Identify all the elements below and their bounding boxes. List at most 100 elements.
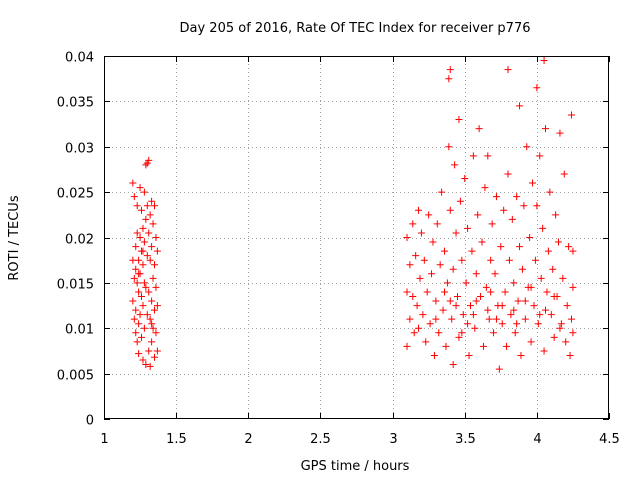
data-point [152,234,160,241]
data-point [417,229,425,237]
data-point [504,170,512,178]
data-point [464,320,472,328]
data-point [152,329,160,337]
data-point [136,184,144,192]
data-point [146,211,154,219]
axis-ticks [104,56,610,420]
data-point [498,320,506,328]
data-point [142,283,150,291]
data-point [140,324,148,332]
data-point [530,302,538,310]
data-point [459,311,467,319]
data-point [403,288,411,296]
data-point [135,270,143,278]
x-tick-label: 2 [244,432,252,447]
data-point [513,193,521,201]
data-point [135,256,143,264]
data-point [130,315,138,323]
data-point [474,211,482,219]
x-tick-label: 3.5 [455,432,476,447]
data-point [151,202,158,210]
data-point [566,351,574,359]
data-point [531,256,539,264]
data-point [148,243,156,251]
data-point [567,315,575,323]
data-point [432,297,440,305]
data-point [409,292,417,300]
data-point [133,279,141,287]
data-point [132,329,140,337]
data-point [135,350,143,358]
data-point [542,125,550,133]
data-point [536,311,544,319]
data-point [149,274,157,282]
data-point [436,261,444,269]
data-point [461,175,469,183]
data-points [129,57,577,373]
data-point [479,342,487,350]
data-point [138,206,146,214]
x-axis-title: GPS time / hours [301,459,410,474]
data-point [146,362,154,370]
data-point [143,252,151,260]
data-point [523,143,531,151]
y-tick-label: 0.015 [57,278,94,293]
data-point [426,320,434,328]
data-point [132,306,140,314]
data-point [425,211,433,219]
data-point [129,297,137,305]
data-point [497,243,505,251]
data-point [445,143,453,151]
data-point [555,238,562,246]
data-point [442,342,450,350]
data-point [456,197,464,205]
data-point [130,274,138,282]
data-point [556,324,564,332]
data-point [438,188,446,196]
data-point [569,283,577,291]
data-point [527,283,535,291]
data-point [482,283,490,291]
data-point [481,184,489,192]
data-point [153,347,161,355]
data-point [510,306,518,314]
data-point [546,188,554,196]
data-point [138,333,146,341]
data-point [136,311,144,319]
data-point [433,220,441,228]
data-point [477,292,485,300]
data-point [420,256,428,264]
data-point [454,292,461,300]
data-point [145,156,153,164]
data-point [514,297,522,305]
data-point [516,102,524,110]
data-point [484,306,492,314]
data-point [501,288,509,296]
data-point [536,152,544,160]
data-point [508,215,516,223]
data-point [556,129,564,137]
data-point [441,247,449,255]
data-point [443,279,451,287]
data-point [500,206,508,214]
data-point [469,152,477,160]
data-point [569,247,577,255]
data-point [557,320,565,328]
data-point [139,247,147,255]
data-point [505,256,513,264]
data-point [549,265,557,273]
data-point [455,116,463,124]
data-point [543,288,551,296]
data-point [455,333,463,341]
data-point [132,265,140,273]
data-point [151,353,158,361]
data-point [152,283,160,291]
y-tick-labels: 0 0.005 0.01 0.015 0.02 0.025 0.03 0.035 0.04 [57,51,94,429]
data-point [544,247,552,255]
data-point [537,274,545,282]
data-point [132,243,140,251]
data-point [145,288,153,296]
data-point [547,311,555,319]
data-point [422,338,430,346]
data-point [517,351,525,359]
